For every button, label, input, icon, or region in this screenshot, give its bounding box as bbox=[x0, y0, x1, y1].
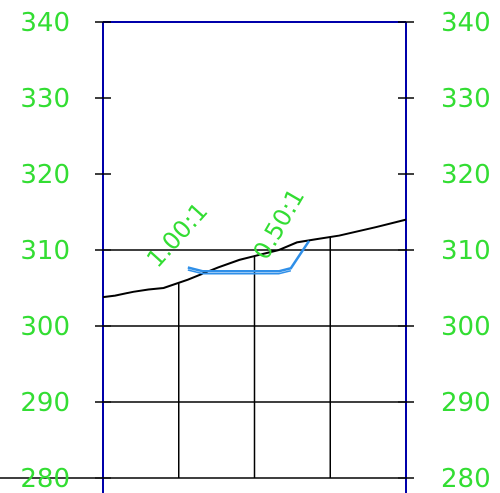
y-tick-label-left: 330 bbox=[20, 84, 70, 114]
chart-frame bbox=[102, 21, 407, 493]
grid bbox=[0, 236, 406, 479]
y-axis-ticks: 340 340 330 330 320 320 310 310 300 300 290 290 280 2… bbox=[20, 8, 490, 493]
ground-profile bbox=[102, 218, 407, 299]
slope-label: 1.00:1 bbox=[141, 197, 213, 273]
y-tick-label-left: 280 bbox=[20, 464, 70, 493]
y-tick-label-right: 320 bbox=[441, 160, 491, 190]
y-tick-label-right: 340 bbox=[441, 8, 491, 38]
y-tick-label-right: 330 bbox=[441, 84, 491, 114]
design-section bbox=[187, 240, 311, 275]
y-tick-label-right: 290 bbox=[441, 388, 491, 418]
y-tick-label-left: 340 bbox=[20, 8, 70, 38]
y-tick-label-left: 300 bbox=[20, 312, 70, 342]
design-line-inner bbox=[187, 269, 292, 275]
y-tick-label-left: 310 bbox=[20, 236, 70, 266]
y-tick-label-right: 310 bbox=[441, 236, 491, 266]
design-line bbox=[187, 240, 311, 273]
y-tick-label-right: 300 bbox=[441, 312, 491, 342]
y-tick-label-right: 280 bbox=[441, 464, 491, 493]
ground-line bbox=[102, 218, 407, 299]
slope-labels: 1.00:1 0.50:1 bbox=[141, 184, 310, 273]
y-tick-label-left: 290 bbox=[20, 388, 70, 418]
y-tick-label-left: 320 bbox=[20, 160, 70, 190]
